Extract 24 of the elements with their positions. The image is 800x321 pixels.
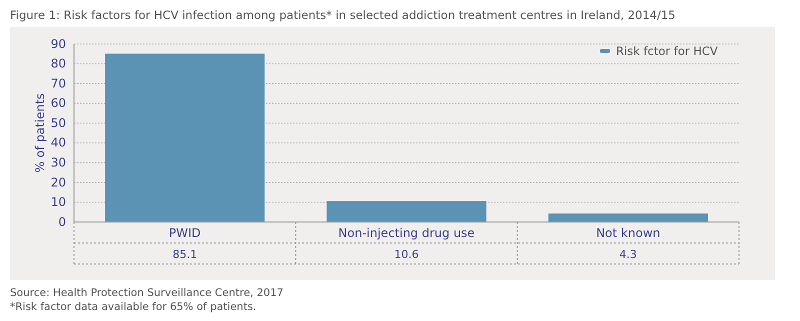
- y-tick-label: 30: [50, 156, 66, 170]
- y-tick-label: 0: [58, 214, 66, 229]
- y-tick-label: 40: [50, 136, 66, 150]
- data-label: 4.3: [619, 248, 637, 261]
- legend-label: Risk fctor for HCV: [616, 44, 718, 58]
- chart-title: Figure 1: Risk factors for HCV infection among patients* in selected addiction treatment centres in Ireland, 2014/15: [10, 8, 676, 22]
- y-tick-label: 20: [50, 175, 66, 190]
- x-tick-label: Non-injecting drug use: [338, 226, 475, 240]
- bar: [105, 54, 265, 222]
- bar: [326, 201, 486, 222]
- x-tick-label: PWID: [168, 226, 201, 240]
- x-tick-label: Not known: [596, 226, 660, 240]
- text: *Risk factor data available for 65% of patients.: [10, 301, 256, 313]
- y-tick-label: 50: [50, 116, 66, 130]
- y-tick-label: 60: [50, 96, 66, 110]
- y-tick-label: 80: [50, 56, 66, 71]
- y-tick-label: 10: [50, 195, 66, 210]
- y-tick-label: 90: [50, 36, 66, 51]
- data-label: 10.6: [394, 248, 419, 261]
- y-tick-label: 70: [50, 76, 66, 90]
- y-axis-title: % of patients: [33, 93, 47, 173]
- bar: [548, 213, 708, 222]
- data-label: 85.1: [172, 248, 198, 261]
- source-note: Source: Health Protection Surveillance Centre, 2017: [10, 287, 284, 299]
